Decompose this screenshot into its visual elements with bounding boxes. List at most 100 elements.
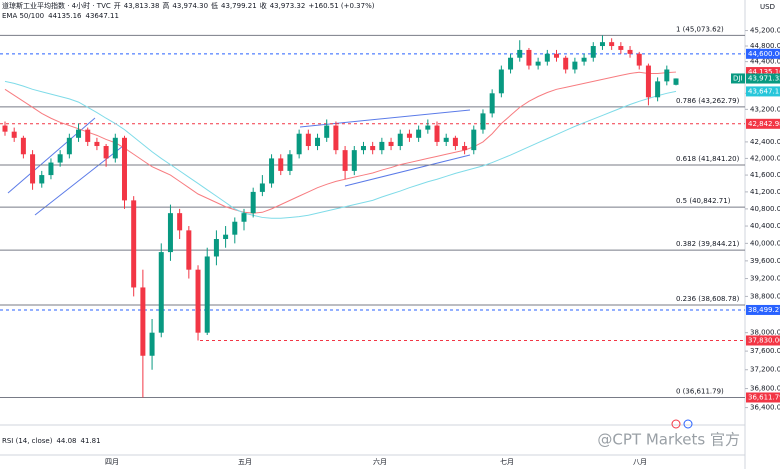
triangle-line (299, 109, 471, 128)
candle-body (425, 125, 431, 130)
header-item: 收 (260, 1, 267, 10)
candle-body (397, 133, 403, 147)
candle-body (581, 57, 587, 62)
candle-body (30, 154, 36, 184)
event-icon (683, 419, 693, 429)
price-tag (746, 67, 780, 78)
fib-label: 0 (36,611.79) (676, 387, 724, 395)
price-tag (746, 118, 780, 129)
header-item: +160.51 (+0.37%) (308, 2, 374, 10)
price-tag (746, 335, 780, 346)
watermark: @CPT Markets 官方 (597, 431, 740, 449)
candle-body (85, 129, 91, 142)
candle-body (535, 61, 541, 66)
candle-body (554, 53, 560, 58)
candle-body (315, 137, 321, 147)
candle-body (673, 78, 679, 85)
price-tag-label: 44,135.16 (748, 68, 780, 76)
header-item: 43,973.32 (270, 2, 306, 10)
y-tick-label: 41,600.00 (750, 171, 780, 179)
candle-body (379, 141, 385, 151)
candle-body (103, 146, 109, 159)
candle-body (259, 183, 265, 192)
header-item: 开 (114, 2, 121, 10)
y-tick-label: 38,800.00 (750, 292, 780, 300)
candle-body (609, 42, 615, 47)
candle-body (11, 131, 17, 138)
price-tag-label: 42,842.98 (748, 120, 780, 128)
y-tick-label: 40,800.00 (750, 205, 780, 213)
candle-body (287, 154, 293, 171)
x-tick-label: 八月 (633, 458, 647, 466)
price-tag-label: 37,830.00 (748, 336, 780, 344)
candle-body (177, 213, 183, 231)
candle-body (112, 137, 118, 159)
candle-body (517, 49, 523, 58)
candle-body (296, 133, 302, 155)
candle-body (2, 125, 8, 132)
candle-body (140, 287, 146, 356)
candle-body (645, 65, 651, 98)
channel-line (34, 145, 124, 216)
candle-body (370, 146, 376, 151)
candle-body (480, 113, 486, 130)
candle-body (406, 133, 412, 138)
candle-body (416, 129, 422, 138)
candle-body (452, 137, 458, 147)
y-tick-label: 37,600.00 (750, 347, 780, 355)
y-tick-label: 38,000.00 (750, 329, 780, 337)
x-tick-label: 四月 (105, 458, 119, 466)
indicator-value: 43647.11 (86, 12, 119, 20)
channel-line (7, 117, 96, 194)
price-tag (746, 48, 780, 59)
y-tick-label: 43,200.00 (750, 105, 780, 113)
y-tick-label: 39,200.00 (750, 275, 780, 283)
rsi-value: 41.81 (81, 437, 101, 445)
candle-body (186, 230, 192, 270)
candle-body (434, 125, 440, 142)
price-tag-label: 44,600.00 (748, 50, 780, 58)
candle-body (655, 81, 661, 98)
candle-body (324, 125, 330, 138)
candle-body (223, 234, 229, 240)
x-tick-label: 五月 (238, 458, 252, 466)
candle-body (351, 150, 357, 171)
candle-body (66, 137, 72, 155)
event-icon (671, 419, 681, 429)
candle-body (333, 125, 339, 151)
price-tag-label: 43,647.11 (748, 87, 780, 95)
candle-body (599, 42, 605, 47)
candle-body (498, 69, 504, 94)
x-tick-label: 七月 (500, 457, 514, 466)
candle-body (57, 154, 63, 163)
candle-body (462, 146, 468, 151)
candle-body (664, 69, 670, 82)
fib-label: 0.382 (39,844.21) (676, 240, 740, 248)
price-tag (746, 304, 780, 315)
y-tick-label: 44,400.00 (750, 58, 780, 66)
candle-body (158, 252, 164, 333)
ema-line (4, 71, 677, 214)
y-tick-label: 39,600.00 (750, 257, 780, 265)
candle-body (76, 129, 82, 138)
symbol-tag-box (731, 73, 745, 84)
y-tick-label: 40,400.00 (750, 222, 780, 230)
candle-body (204, 256, 210, 333)
candle-body (269, 158, 275, 184)
candle-body (241, 213, 247, 222)
candle-body (526, 49, 532, 66)
candle-body (489, 93, 495, 114)
candle-body (94, 141, 100, 147)
rsi-label: RSI (14, close) (2, 437, 53, 445)
y-tick-label: 40,000.00 (750, 239, 780, 247)
header-item: 低 (211, 1, 218, 10)
candle-body (508, 57, 514, 70)
drawings (7, 109, 471, 216)
symbol-tag: DJI (733, 74, 743, 82)
fib-label: 1 (45,073.62) (676, 25, 724, 33)
candle-body (131, 200, 137, 288)
y-tick-label: 45,200.00 (750, 27, 780, 35)
candle-body (590, 46, 596, 58)
candle-body (342, 150, 348, 171)
